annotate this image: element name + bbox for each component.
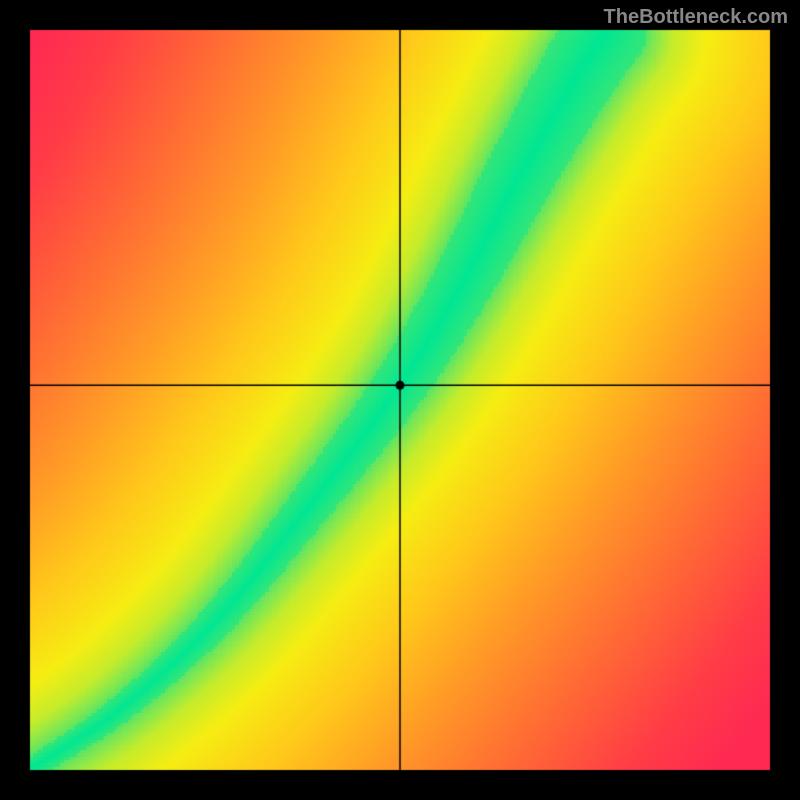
watermark-text: TheBottleneck.com bbox=[604, 6, 788, 29]
bottleneck-heatmap bbox=[0, 0, 800, 800]
chart-container: TheBottleneck.com bbox=[0, 0, 800, 800]
